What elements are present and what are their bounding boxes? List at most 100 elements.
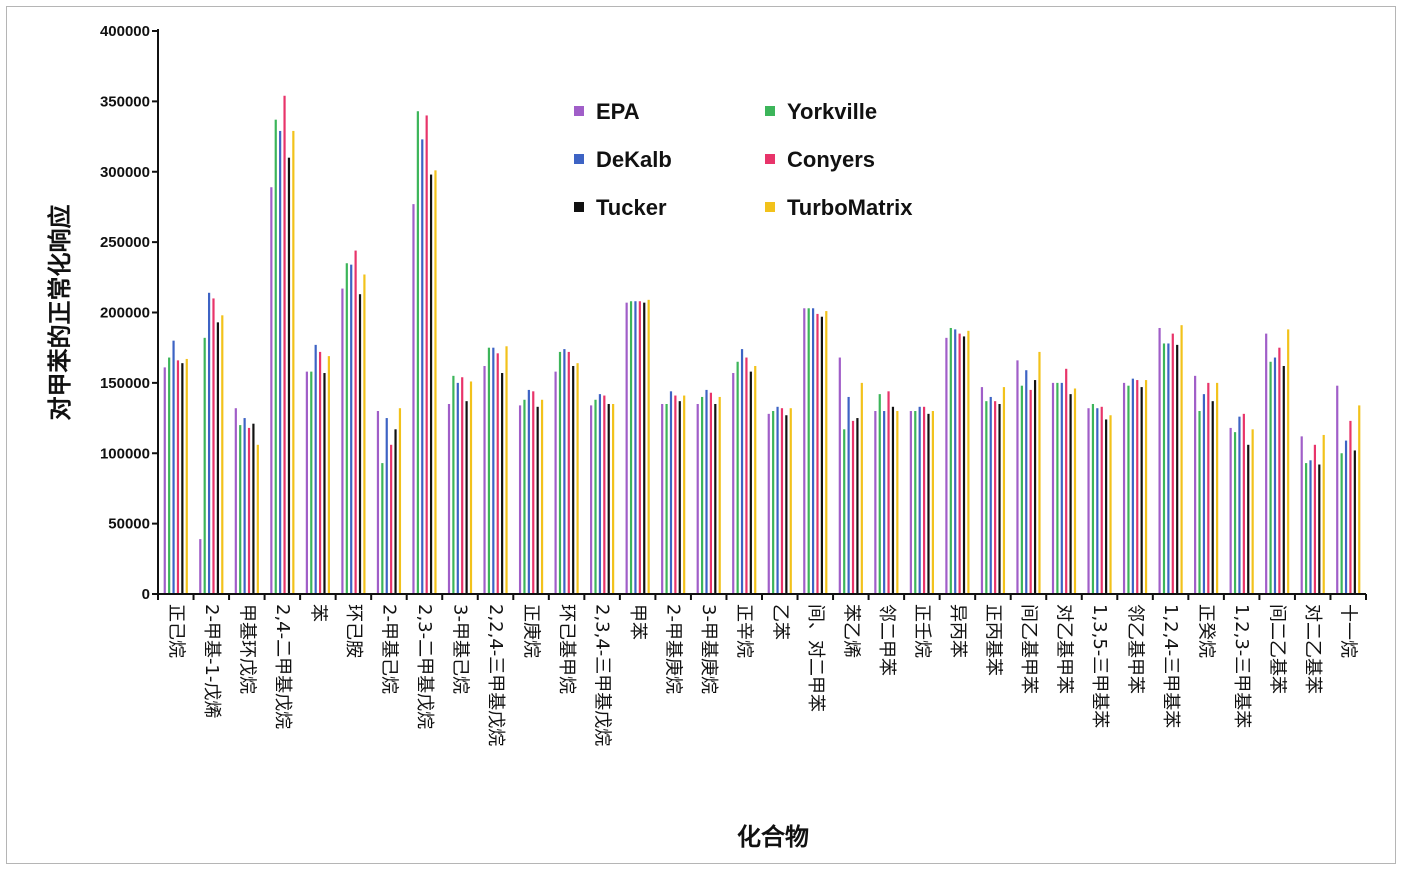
bar-tucker-17 <box>785 415 788 594</box>
legend-swatch-dekalb <box>574 154 584 164</box>
bar-dekalb-16 <box>740 349 744 594</box>
bar-conyers-20 <box>887 391 890 594</box>
bar-epa-22 <box>945 337 948 594</box>
bar-turbomatrix-5 <box>363 274 366 594</box>
x-category-label: 异丙苯 <box>947 604 968 658</box>
bar-conyers-21 <box>922 406 926 594</box>
bar-turbomatrix-24 <box>1038 351 1041 594</box>
bar-conyers-19 <box>851 420 855 594</box>
legend-swatch-turbomatrix <box>765 202 775 212</box>
bar-conyers-27 <box>1136 380 1139 594</box>
bar-tucker-8 <box>465 401 468 594</box>
bar-tucker-10 <box>536 406 539 594</box>
bar-tucker-20 <box>891 406 895 594</box>
bar-tucker-21 <box>927 413 930 594</box>
bar-dekalb-2 <box>243 418 246 594</box>
bar-turbomatrix-19 <box>860 382 863 595</box>
bar-yorkville-21 <box>914 411 917 594</box>
bar-dekalb-11 <box>563 349 566 594</box>
bar-yorkville-29 <box>1198 411 1201 594</box>
x-category-label: 1,3,5-三甲基苯 <box>1089 604 1110 728</box>
bar-epa-13 <box>625 302 628 594</box>
bar-epa-0 <box>163 367 166 594</box>
x-axis-title: 化合物 <box>737 823 809 851</box>
bar-conyers-8 <box>461 377 464 594</box>
bar-conyers-11 <box>567 351 570 594</box>
bar-epa-24 <box>1016 360 1019 594</box>
bar-conyers-3 <box>283 95 286 594</box>
bar-dekalb-24 <box>1025 370 1028 594</box>
x-category-labels: 正己烷 2-甲基-1-戊烯 甲基环戊烷 2,4-二甲基戊烷苯环己胺 2-甲基己烷 2,3-… <box>165 604 1358 746</box>
bar-tucker-9 <box>501 373 504 594</box>
bar-tucker-2 <box>252 423 255 594</box>
bar-tucker-24 <box>1033 380 1037 594</box>
bar-epa-31 <box>1265 333 1268 594</box>
x-category-label: 甲基环戊烷 <box>236 604 257 694</box>
bar-epa-4 <box>305 371 308 594</box>
bar-yorkville-28 <box>1162 343 1166 594</box>
bar-turbomatrix-18 <box>825 311 828 594</box>
bar-dekalb-1 <box>207 292 211 594</box>
y-tick-label: 50000 <box>108 516 150 533</box>
bar-yorkville-31 <box>1269 361 1272 594</box>
legend-swatch-conyers <box>765 154 775 164</box>
x-category-label: 环己基甲烷 <box>556 604 577 694</box>
bar-turbomatrix-17 <box>789 408 792 594</box>
x-category-label: 环己胺 <box>343 604 364 658</box>
x-category-label: 正辛烷 <box>734 604 755 658</box>
bar-dekalb-25 <box>1060 382 1063 595</box>
bar-dekalb-14 <box>669 391 673 594</box>
bar-yorkville-3 <box>274 119 277 595</box>
y-tick-label: 300000 <box>100 164 150 181</box>
bar-conyers-9 <box>496 353 499 594</box>
bar-tucker-31 <box>1282 365 1285 594</box>
x-category-label: 2-甲基己烷 <box>378 604 399 694</box>
bar-turbomatrix-4 <box>327 356 330 594</box>
bar-epa-11 <box>554 371 557 594</box>
bar-conyers-10 <box>532 391 535 594</box>
bar-turbomatrix-25 <box>1073 388 1077 594</box>
x-category-label: 正癸烷 <box>1196 604 1217 658</box>
bar-yorkville-10 <box>523 399 526 594</box>
bar-dekalb-7 <box>421 139 424 594</box>
bar-turbomatrix-8 <box>469 381 473 594</box>
x-category-label: 对二乙基苯 <box>1302 604 1323 694</box>
bar-conyers-18 <box>816 313 819 594</box>
bar-tucker-29 <box>1211 401 1214 594</box>
legend: EPA Yorkville DeKalb Conyers Tucker TurboMatr… <box>574 99 913 220</box>
x-category-label: 十一烷 <box>1338 604 1359 658</box>
bar-yorkville-17 <box>772 411 775 594</box>
bar-conyers-12 <box>603 395 606 594</box>
bar-tucker-15 <box>714 403 717 594</box>
x-category-label: 正壬烷 <box>911 604 932 658</box>
x-category-label: 3-甲基己烷 <box>450 604 471 694</box>
bar-yorkville-6 <box>381 463 384 594</box>
bar-yorkville-20 <box>878 394 881 594</box>
x-category-label: 间乙基甲苯 <box>1018 604 1039 694</box>
x-category-label: 甲苯 <box>627 604 648 640</box>
bar-yorkville-4 <box>310 371 313 594</box>
legend-label-dekalb: DeKalb <box>596 147 672 172</box>
bar-tucker-19 <box>856 418 859 594</box>
x-category-label: 正己烷 <box>165 604 186 658</box>
bar-tucker-0 <box>181 363 184 594</box>
bar-dekalb-18 <box>811 308 815 594</box>
bar-tucker-27 <box>1140 387 1143 594</box>
bar-tucker-11 <box>572 365 575 594</box>
bar-turbomatrix-22 <box>967 330 970 594</box>
legend-swatch-tucker <box>574 202 584 212</box>
bar-turbomatrix-23 <box>1002 387 1006 594</box>
bar-dekalb-6 <box>385 418 388 594</box>
bar-yorkville-19 <box>843 429 846 594</box>
bar-dekalb-0 <box>172 340 175 594</box>
bar-turbomatrix-21 <box>931 411 934 594</box>
bar-epa-2 <box>234 408 237 594</box>
bar-epa-7 <box>412 204 415 594</box>
bar-turbomatrix-15 <box>718 396 721 594</box>
bar-yorkville-12 <box>594 399 597 594</box>
bar-turbomatrix-27 <box>1144 380 1148 594</box>
bar-conyers-22 <box>958 333 961 594</box>
x-category-label: 间二乙基苯 <box>1267 604 1288 694</box>
bar-dekalb-27 <box>1131 378 1134 594</box>
bars-layer <box>163 95 1361 595</box>
